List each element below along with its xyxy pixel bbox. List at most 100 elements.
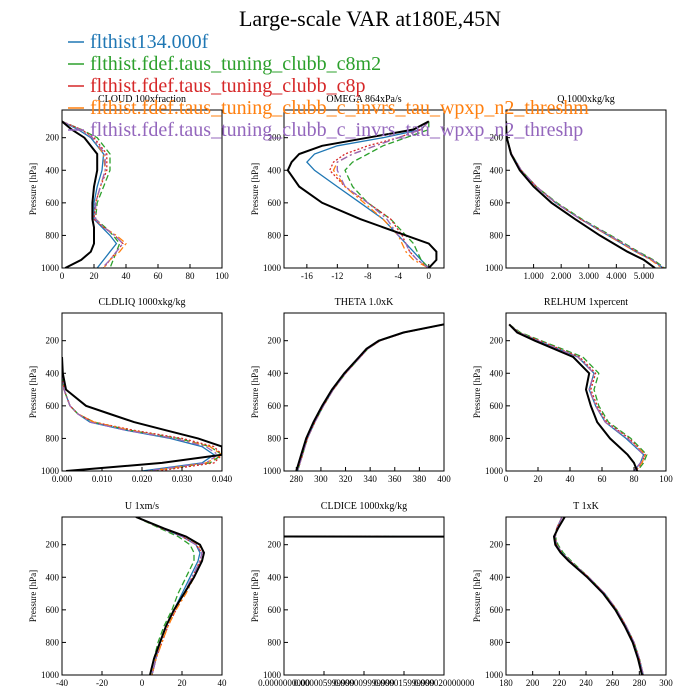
x-tick-label: 20 [90, 271, 100, 281]
y-tick-label: 200 [46, 336, 60, 346]
y-axis-label: Pressure [hPa] [250, 570, 260, 622]
series-line-2 [508, 323, 648, 471]
y-tick-label: 1000 [263, 466, 282, 476]
series-line-2 [554, 517, 644, 675]
panel-title: Q 1000xkg/kg [557, 94, 615, 105]
x-tick-label: 0 [140, 678, 145, 688]
series-line-2 [344, 121, 430, 268]
chart-panel-4: CLDLIQ 1000xkg/kg 0.000 0.010 0.020 0.030 0.0… [28, 297, 233, 484]
series-line-5 [508, 323, 645, 471]
y-tick-label: 200 [490, 336, 504, 346]
x-tick-label: -16 [301, 271, 313, 281]
legend-label: flthist.fdef.taus_tuning_clubb_c8m2 [90, 53, 381, 75]
y-tick-label: 400 [46, 368, 60, 378]
series-line-3 [62, 356, 222, 471]
x-tick-label: 0.010 [92, 474, 113, 484]
y-tick-label: 800 [490, 433, 504, 443]
x-tick-label: 400 [437, 474, 451, 484]
series-group [62, 120, 127, 268]
x-tick-label: 100 [659, 474, 673, 484]
x-tick-label: 300 [314, 474, 328, 484]
y-tick-label: 600 [268, 198, 282, 208]
x-tick-label: 0.000 [52, 474, 73, 484]
x-tick-label: 0.030 [172, 474, 193, 484]
legend-item-4: flthist.fdef.taus_tuning_clubb_c_invrs_t… [68, 97, 589, 119]
plot-frame [61, 109, 223, 269]
y-tick-label: 400 [268, 368, 282, 378]
x-tick-label: 180 [499, 678, 513, 688]
y-tick-label: 800 [490, 230, 504, 240]
series-line-4 [62, 356, 222, 471]
x-tick-label: 40 [122, 271, 132, 281]
x-tick-label: 3.000 [579, 271, 600, 281]
x-tick-label: 0.040 [212, 474, 233, 484]
x-tick-label: 0.000009999999 [334, 678, 395, 688]
series-group [552, 517, 644, 675]
chart-panel-2: OMEGA 864xPa/s -16 -12 -8 -4 0 200 400 600 800 100… [250, 94, 445, 281]
series-line-3 [328, 120, 430, 268]
y-tick-label: 1000 [263, 670, 282, 680]
chart-panel-9: T 1xK 180 200 220 240 260 280 300 200 400 600 800 10… [472, 501, 673, 688]
y-tick-label: 800 [46, 230, 60, 240]
x-tick-label: 60 [598, 474, 608, 484]
x-tick-label: -12 [331, 271, 343, 281]
x-tick-label: 100 [215, 271, 229, 281]
series-line-2 [135, 517, 195, 675]
y-axis-label: Pressure [hPa] [472, 163, 482, 215]
legend: flthist134.000fflthist.fdef.taus_tuning_… [68, 31, 589, 141]
x-tick-label: 0.000005999999 [294, 678, 355, 688]
panel-title: CLDICE 1000xkg/kg [321, 501, 407, 512]
x-tick-label: 280 [633, 678, 647, 688]
y-tick-label: 600 [490, 401, 504, 411]
chart-panel-5: THETA 1.0xK 280 300 320 340 360 380 400 200 400 60… [250, 297, 451, 484]
y-tick-label: 1000 [485, 670, 504, 680]
plot-frame [61, 516, 223, 676]
x-tick-label: 0 [504, 474, 509, 484]
y-tick-label: 800 [46, 433, 60, 443]
y-tick-label: 400 [490, 368, 504, 378]
panel-title: OMEGA 864xPa/s [326, 94, 401, 105]
chart-panel-6: RELHUM 1xpercent 0 20 40 60 80 100 200 400 600 800… [472, 297, 673, 484]
y-tick-label: 400 [490, 165, 504, 175]
y-tick-label: 200 [46, 133, 60, 143]
y-tick-label: 200 [268, 540, 282, 550]
y-tick-label: 400 [46, 165, 60, 175]
y-axis-label: Pressure [hPa] [472, 570, 482, 622]
x-tick-label: 80 [186, 271, 196, 281]
chart-panel-7: U 1xm/s -40 -20 0 20 40 200 400 600 800 1000 Pressu… [28, 501, 227, 688]
series-line-5 [554, 517, 644, 675]
series-line-1 [62, 356, 216, 471]
y-tick-label: 400 [490, 572, 504, 582]
series-line-4 [554, 517, 644, 675]
y-tick-label: 400 [268, 572, 282, 582]
chart-panel-8: CLDICE 1000xkg/kg 0.00000000000.000005999… [250, 501, 475, 688]
series-group [506, 121, 665, 268]
x-tick-label: 380 [413, 474, 427, 484]
y-axis-label: Pressure [hPa] [28, 366, 38, 418]
x-tick-label: 0.0000000000 [258, 678, 310, 688]
series-group [295, 323, 444, 471]
series-group [286, 120, 438, 268]
x-tick-label: 60 [154, 271, 164, 281]
series-line-4 [506, 121, 663, 268]
y-tick-label: 600 [46, 198, 60, 208]
figure-title: Large-scale VAR at180E,45N [239, 6, 501, 31]
plot-frame [283, 312, 445, 472]
y-tick-label: 800 [268, 230, 282, 240]
x-tick-label: 0 [60, 271, 65, 281]
series-line-4 [62, 120, 127, 268]
y-axis-label: Pressure [hPa] [472, 366, 482, 418]
series-group [62, 356, 222, 471]
series-group [135, 517, 206, 675]
series-line-3 [554, 517, 644, 675]
series-line-2 [506, 121, 665, 268]
legend-label: flthist134.000f [90, 31, 209, 53]
y-tick-label: 400 [46, 572, 60, 582]
legend-label: flthist.fdef.taus_tuning_clubb_c_invrs_t… [90, 119, 583, 141]
y-tick-label: 1000 [41, 263, 60, 273]
series-line-1 [135, 517, 201, 675]
x-tick-label: 0.000015999999 [374, 678, 435, 688]
x-tick-label: 240 [579, 678, 593, 688]
legend-item-2: flthist.fdef.taus_tuning_clubb_c8m2 [68, 53, 381, 75]
